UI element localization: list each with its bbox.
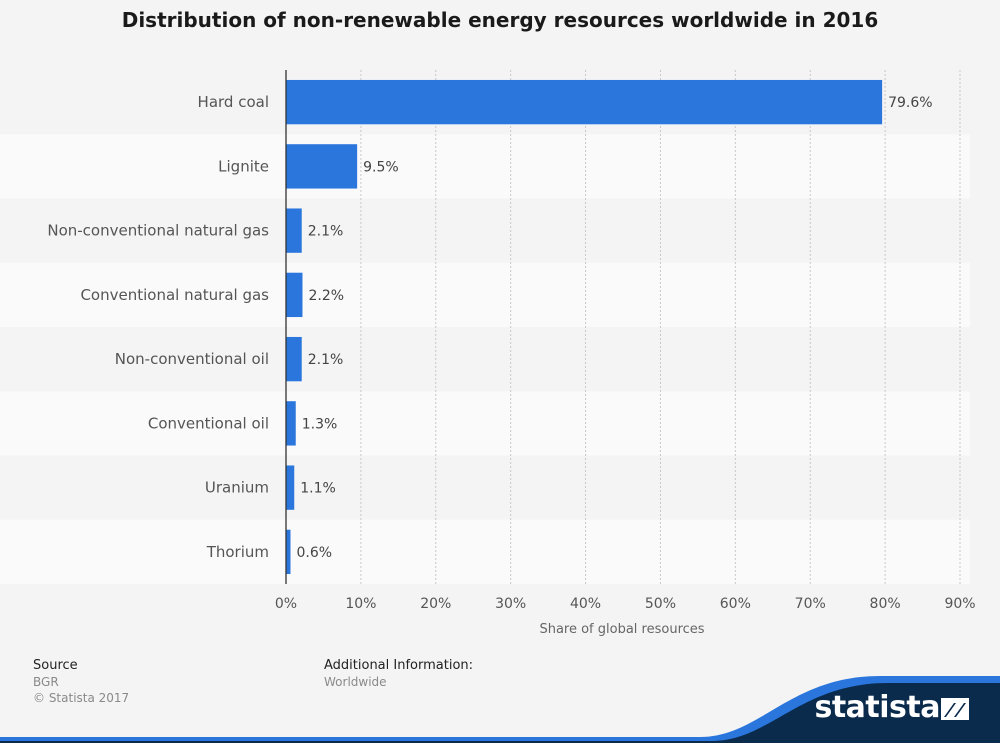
category-label: Conventional natural gas [80, 286, 269, 304]
additional-info-text: Worldwide [324, 675, 387, 689]
x-tick-label: 20% [420, 596, 451, 612]
value-label: 2.2% [308, 288, 344, 304]
bar [286, 401, 296, 446]
source-block: Source BGR © Statista 2017 [33, 658, 129, 706]
x-axis-title: Share of global resources [539, 622, 704, 637]
row-band [0, 391, 970, 456]
bar [286, 79, 883, 125]
x-tick-label: 60% [720, 596, 751, 612]
bar [286, 465, 295, 510]
additional-info-heading: Additional Information: [324, 658, 474, 673]
x-tick-label: 70% [795, 596, 826, 612]
bars [286, 79, 883, 575]
x-tick-label: 90% [944, 596, 975, 612]
value-label: 0.6% [296, 545, 332, 561]
bar [286, 208, 302, 253]
bar [286, 272, 303, 318]
row-band [0, 519, 970, 584]
statista-logo-icon [941, 698, 969, 720]
x-tick-label: 40% [570, 596, 601, 612]
value-label: 1.3% [302, 416, 338, 432]
value-label: 9.5% [363, 159, 399, 175]
row-band [0, 198, 970, 263]
category-label: Hard coal [198, 93, 269, 111]
row-band [0, 455, 970, 520]
category-label: Non-conventional oil [115, 350, 269, 368]
bar [286, 336, 302, 382]
tick-labels: 0% 10% 20% 30% 40% 50% 60% 70% 80% 90% [275, 596, 976, 612]
category-label: Thorium [206, 543, 269, 561]
value-labels: 79.6% 9.5% 2.1% 2.2% 2.1% 1.3% 1.1% 0.6% [296, 95, 932, 561]
statista-logo-text: statista [814, 690, 940, 725]
source-heading: Source [33, 658, 78, 673]
chart-title: Distribution of non-renewable energy res… [121, 8, 879, 32]
row-band [0, 327, 970, 392]
value-label: 79.6% [888, 95, 932, 111]
row-band [0, 262, 970, 327]
category-label: Conventional oil [148, 414, 269, 432]
bar [286, 529, 291, 575]
grid-lines [360, 70, 961, 584]
x-tick-label: 0% [275, 596, 297, 612]
copyright-text: © Statista 2017 [33, 691, 130, 705]
x-tick-label: 80% [870, 596, 901, 612]
x-tick-label: 30% [495, 596, 526, 612]
x-tick-label: 10% [345, 596, 376, 612]
x-tick-label: 50% [645, 596, 676, 612]
category-label: Lignite [218, 157, 269, 175]
category-label: Non-conventional natural gas [47, 222, 269, 240]
source-name: BGR [33, 675, 59, 689]
value-label: 1.1% [300, 481, 336, 497]
value-label: 2.1% [308, 224, 344, 240]
additional-info-block: Additional Information: Worldwide [324, 658, 473, 690]
bar [286, 144, 358, 189]
category-labels: Hard coal Lignite Non-conventional natural… [47, 93, 269, 561]
category-label: Uranium [205, 479, 269, 497]
row-band [0, 134, 970, 199]
value-label: 2.1% [308, 352, 344, 368]
